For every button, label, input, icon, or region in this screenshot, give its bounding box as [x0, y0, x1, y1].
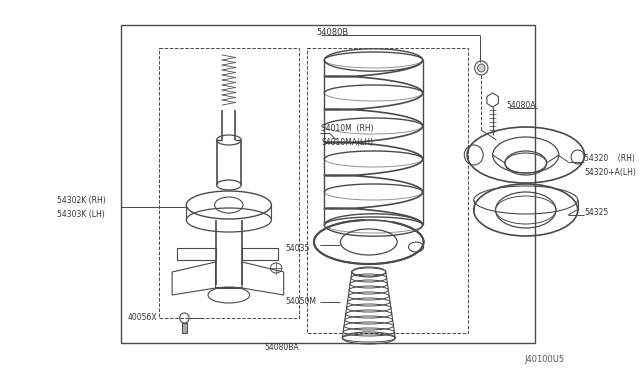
Text: 54080A: 54080A — [506, 100, 536, 109]
Text: 54302K (RH): 54302K (RH) — [57, 196, 106, 205]
Text: 54303K (LH): 54303K (LH) — [57, 209, 104, 218]
Bar — [307, 48, 468, 333]
Ellipse shape — [477, 64, 485, 72]
Polygon shape — [242, 248, 278, 260]
Text: 54080B: 54080B — [317, 28, 349, 36]
Polygon shape — [172, 262, 216, 295]
Text: 54080BA: 54080BA — [265, 343, 300, 352]
Text: S4010M  (RH): S4010M (RH) — [321, 124, 374, 132]
Text: 40056X: 40056X — [127, 314, 157, 323]
Text: 54035: 54035 — [285, 244, 310, 253]
Polygon shape — [242, 262, 284, 295]
Bar — [159, 48, 299, 318]
Text: 54320    (RH): 54320 (RH) — [584, 154, 636, 163]
Text: 54325: 54325 — [584, 208, 609, 217]
Text: 54320+A(LH): 54320+A(LH) — [584, 167, 636, 176]
Polygon shape — [182, 323, 188, 333]
Polygon shape — [177, 248, 216, 260]
Text: J40100U5: J40100U5 — [525, 356, 565, 365]
Bar — [121, 25, 535, 343]
Text: 54050M: 54050M — [285, 298, 317, 307]
Text: S4010MA(LH): S4010MA(LH) — [321, 138, 374, 147]
